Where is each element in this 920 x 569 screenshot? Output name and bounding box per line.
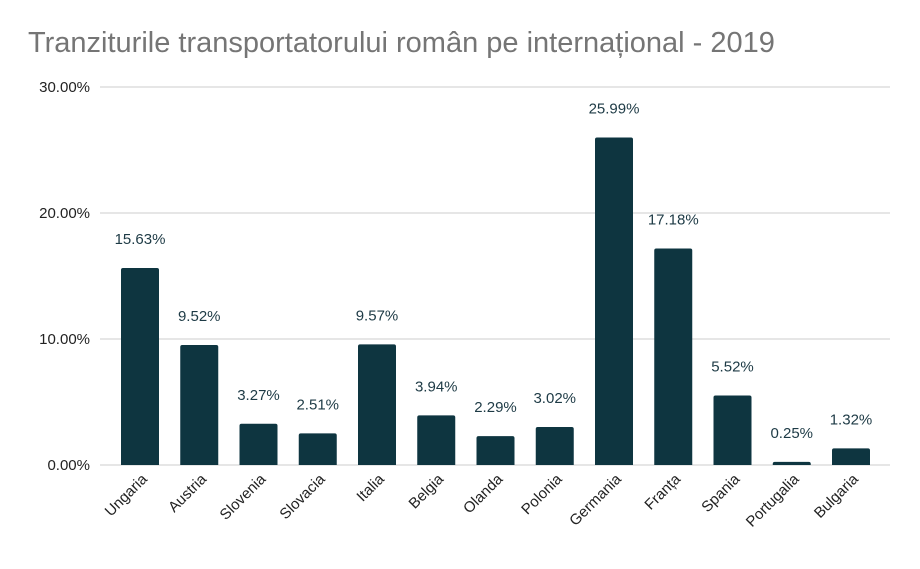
data-label: 3.27% <box>237 387 280 404</box>
x-tick-label: Belgia <box>406 470 448 512</box>
y-tick-label: 20.00% <box>39 205 90 222</box>
data-label: 9.57% <box>356 307 399 324</box>
y-tick-label: 0.00% <box>47 457 90 474</box>
bar <box>180 345 219 465</box>
data-label: 3.02% <box>533 390 576 407</box>
y-tick-label: 10.00% <box>39 331 90 348</box>
data-label: 1.32% <box>830 411 873 428</box>
bar <box>417 415 456 465</box>
x-tick-label: Bulgaria <box>811 470 862 521</box>
chart-title: Tranziturile transportatorului român pe … <box>28 27 775 59</box>
bar <box>298 433 337 465</box>
bar <box>239 423 278 465</box>
bar <box>772 461 811 465</box>
bar <box>358 344 396 465</box>
data-label: 5.52% <box>711 358 754 375</box>
bar <box>121 268 159 465</box>
x-tick-label: Franța <box>641 470 684 513</box>
x-tick-label: Italia <box>353 470 388 505</box>
bar <box>535 426 574 465</box>
data-label: 3.94% <box>415 378 458 395</box>
data-label: 2.51% <box>296 396 339 413</box>
data-label: 25.99% <box>589 101 640 118</box>
x-tick-label: Portugalia <box>743 470 803 530</box>
data-label: 2.29% <box>474 399 517 416</box>
bar <box>654 248 693 465</box>
y-tick-label: 30.00% <box>39 79 90 96</box>
x-tick-label: Spania <box>698 470 744 516</box>
x-tick-label: Germania <box>566 470 625 529</box>
x-tick-label: Polonia <box>518 470 566 518</box>
data-label: 17.18% <box>648 212 699 229</box>
bar <box>832 448 870 465</box>
x-tick-label: Ungaria <box>102 470 152 520</box>
x-tick-label: Austria <box>165 470 210 515</box>
data-label: 15.63% <box>115 231 166 248</box>
data-label: 9.52% <box>178 308 221 325</box>
bar <box>476 436 515 465</box>
x-tick-label: Slovacia <box>276 470 329 523</box>
bar <box>595 137 633 465</box>
data-label: 0.25% <box>770 425 813 442</box>
bar <box>713 395 752 465</box>
x-tick-label: Slovenia <box>217 470 270 523</box>
x-tick-label: Olanda <box>460 470 507 517</box>
